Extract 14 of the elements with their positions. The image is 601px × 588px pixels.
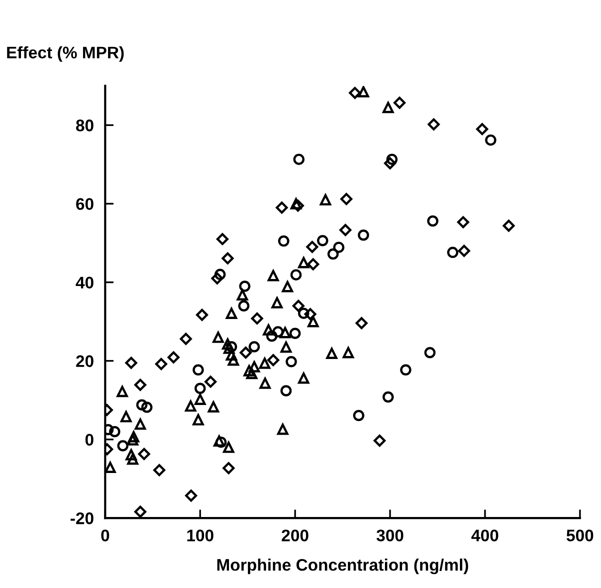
y-tick-label: 60 — [76, 198, 94, 210]
x-tick-label: 400 — [471, 530, 498, 542]
y-tick-label: 80 — [76, 120, 94, 132]
x-tick-label: 500 — [566, 530, 594, 542]
x-tick-label: 0 — [101, 530, 110, 542]
y-tick-label: 40 — [76, 276, 94, 288]
x-tick-label: 100 — [187, 530, 214, 542]
y-axis-title: Effect (% MPR) — [7, 46, 124, 62]
y-tick-label: 0 — [85, 434, 94, 446]
x-tick-label: 300 — [376, 530, 404, 542]
x-axis-title: Morphine Concentration (ng/ml) — [217, 558, 468, 574]
y-tick-label: 20 — [76, 355, 94, 368]
x-tick-label: 200 — [282, 530, 308, 542]
y-tick-label: -20 — [70, 512, 94, 524]
